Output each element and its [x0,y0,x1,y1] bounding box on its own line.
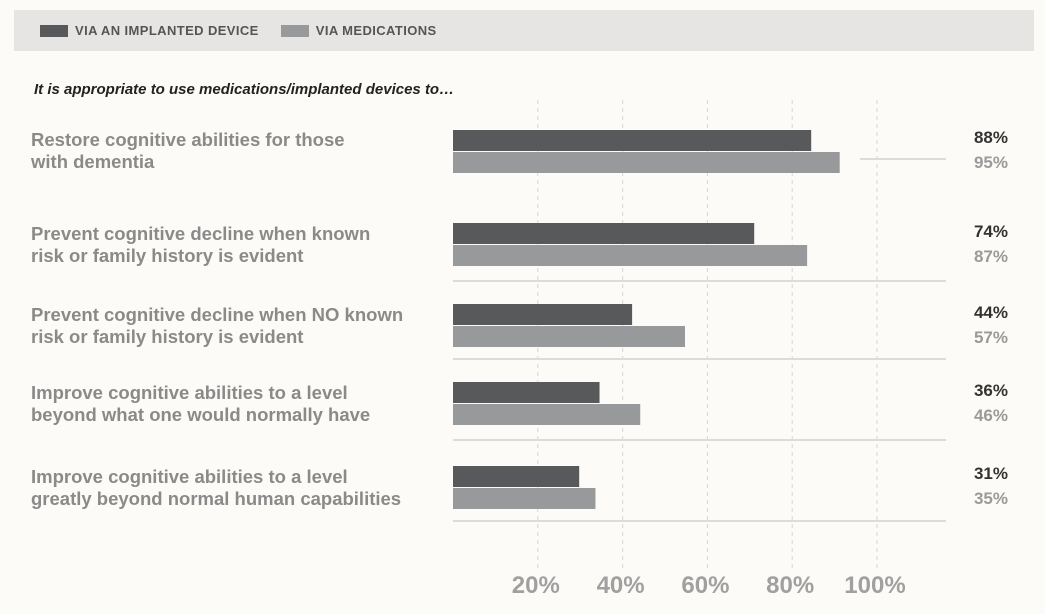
category-label-line: beyond what one would normally have [31,404,371,425]
bar-medications [453,488,596,509]
category-label-line: risk or family history is evident [31,326,304,347]
legend-label-medications: VIA MEDICATIONS [315,23,437,38]
value-label-medications: 95% [973,153,1008,172]
category-label: Prevent cognitive decline when NO known r… [31,304,441,348]
value-label-medications: 87% [973,247,1008,266]
value-label-implanted: 44% [973,303,1008,322]
bar-medications [453,404,641,425]
chart-subtitle: It is appropriate to use medications/imp… [34,81,455,98]
category-label-line: risk or family history is evident [31,245,304,266]
category-label: Improve cognitive abilities to a level gr… [31,466,441,510]
bar-implanted [453,304,633,325]
bar-medications [453,152,840,173]
category-label-line: Improve cognitive abilities to a level [31,382,348,403]
value-label-implanted: 36% [973,381,1008,400]
legend-item-medications: VIA MEDICATIONS [280,23,437,38]
value-label-medications: 46% [973,406,1008,425]
bar-medications [453,245,808,266]
bar-implanted [453,223,755,244]
x-tick-label: 20% [512,572,560,599]
bar-medications [453,326,686,347]
legend-swatch-implanted [40,24,68,37]
value-label-implanted: 74% [973,222,1008,241]
x-tick-label: 40% [597,572,645,599]
category-label-line: with dementia [31,151,155,172]
category-label-line: greatly beyond normal human capabilities [31,488,402,509]
legend: VIA AN IMPLANTED DEVICE VIA MEDICATIONS [14,10,1034,51]
bar-implanted [453,466,580,487]
value-label-medications: 57% [973,328,1008,347]
value-label-implanted: 31% [973,464,1008,483]
category-label-line: Improve cognitive abilities to a level [31,466,348,487]
legend-swatch-medications [280,24,309,37]
category-label: Restore cognitive abilities for those wit… [31,129,441,173]
value-label-medications: 35% [973,489,1008,508]
value-label-implanted: 88% [973,128,1008,147]
category-label-line: Restore cognitive abilities for those [31,129,345,150]
bar-implanted [453,130,812,151]
x-tick-label: 100% [844,572,905,599]
category-label: Prevent cognitive decline when known risk… [31,223,441,267]
x-tick-label: 60% [681,572,729,599]
bar-implanted [453,382,600,403]
legend-item-implanted: VIA AN IMPLANTED DEVICE [40,23,259,38]
legend-label-implanted: VIA AN IMPLANTED DEVICE [75,23,259,38]
category-label-line: Prevent cognitive decline when known [31,223,371,244]
x-tick-label: 80% [766,572,814,599]
category-label: Improve cognitive abilities to a level be… [31,382,441,426]
category-label-line: Prevent cognitive decline when NO known [31,304,404,325]
